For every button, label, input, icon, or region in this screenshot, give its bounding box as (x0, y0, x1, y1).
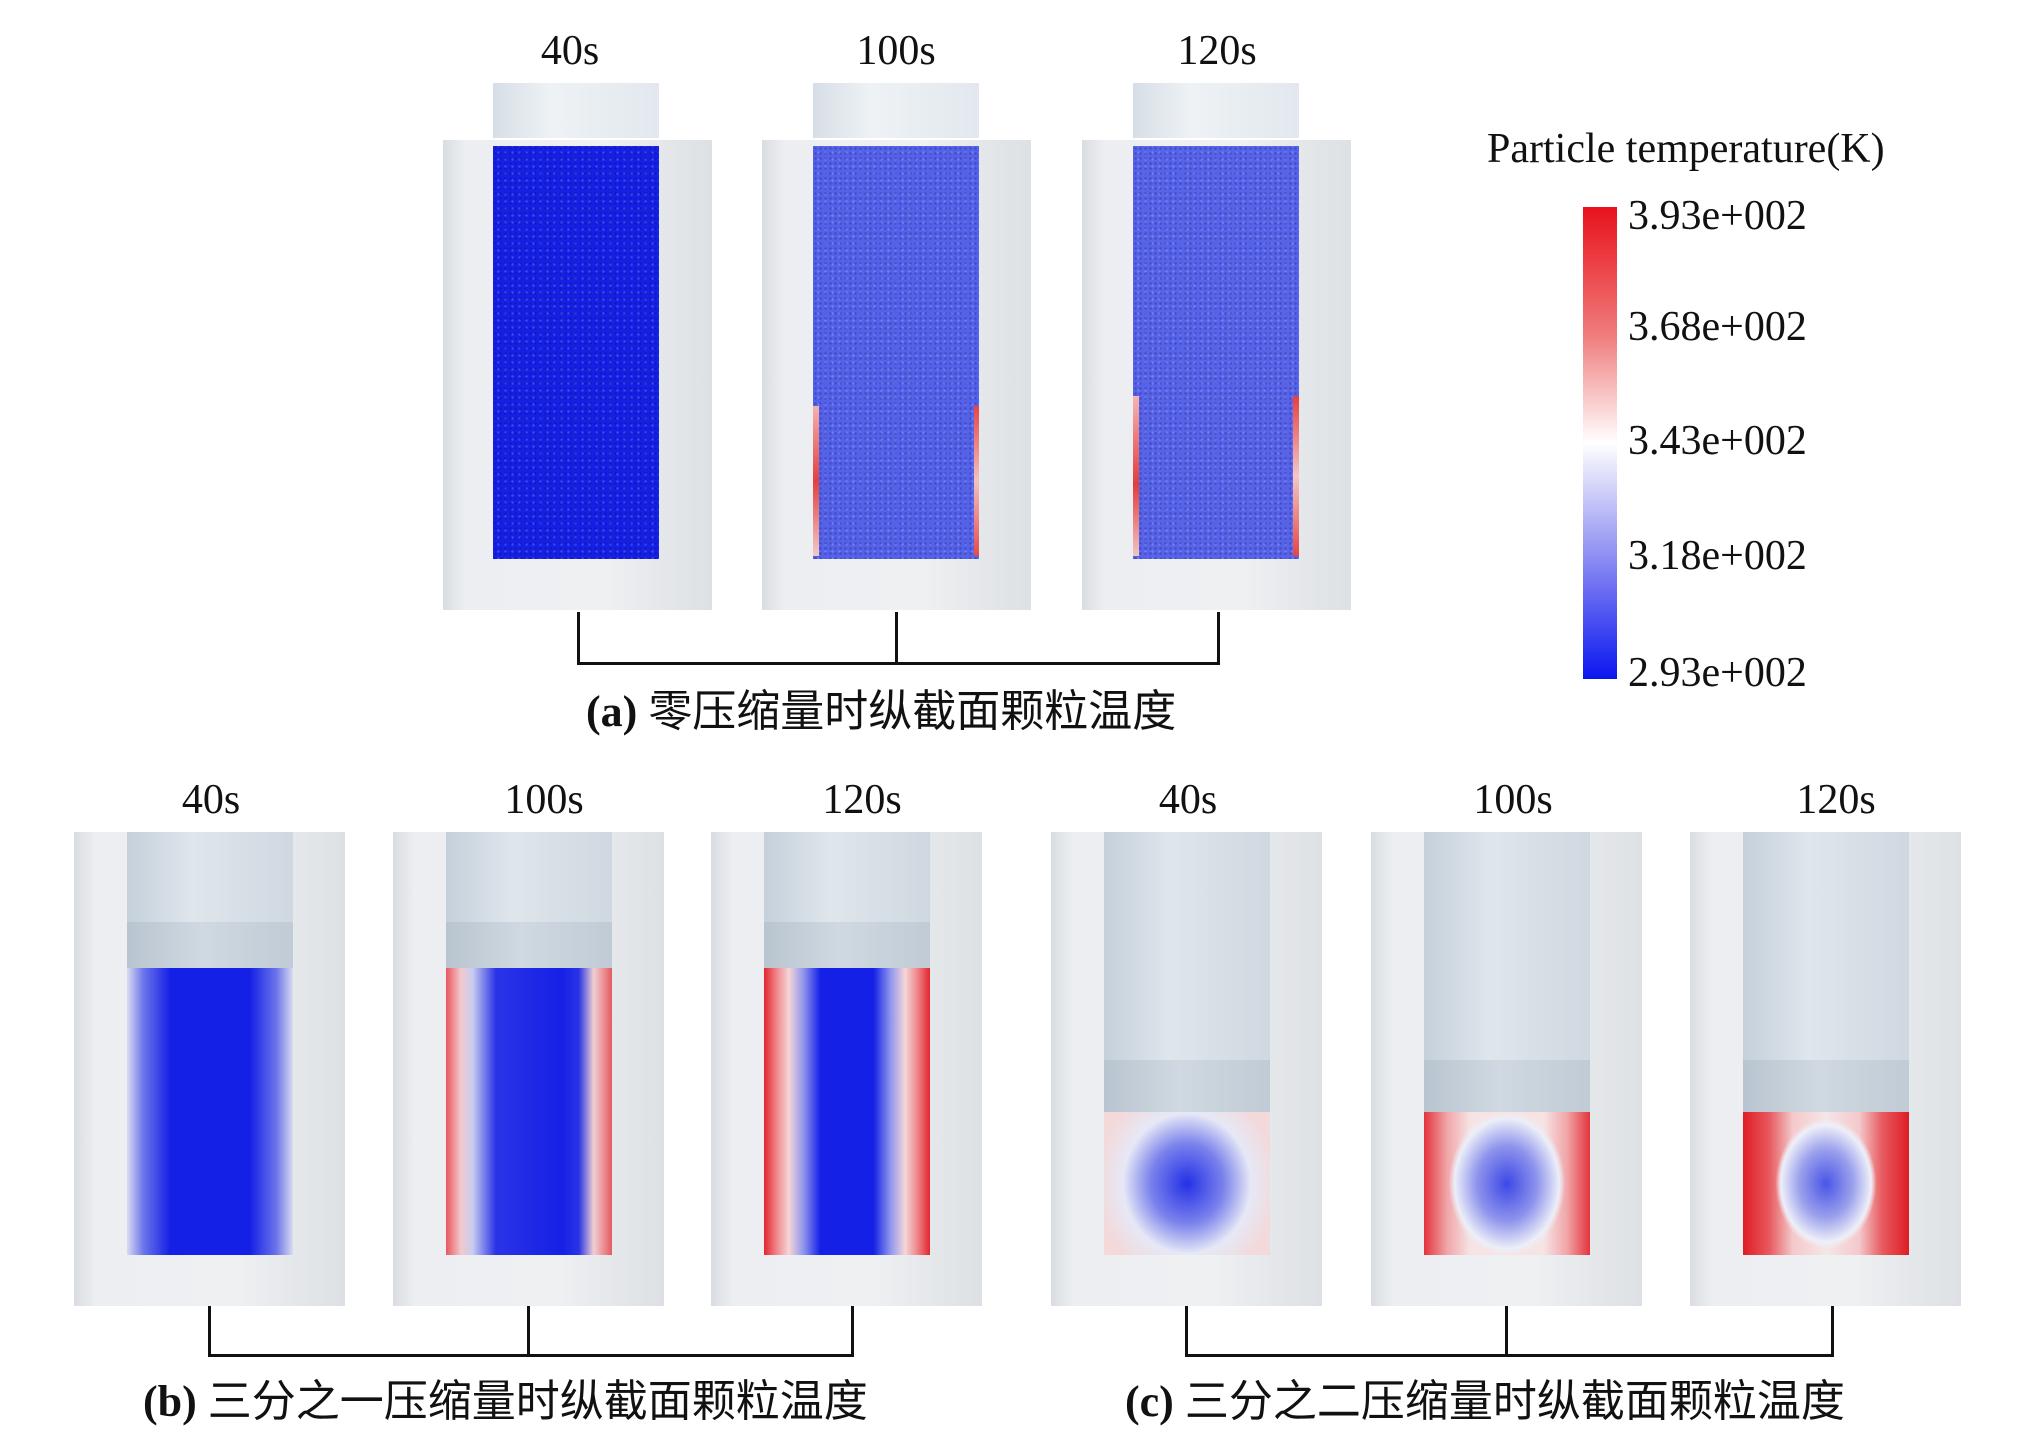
legend-tick-max: 3.93e+002 (1628, 193, 1807, 239)
particles-a-120s (1133, 146, 1299, 559)
particles-b-100s (446, 968, 612, 1255)
piston-head-c-120s (1743, 1060, 1909, 1112)
bracket-a-center (895, 612, 898, 662)
caption-a-letter: (a) (586, 687, 638, 736)
caption-b: (b) 三分之一压缩量时纵截面颗粒温度 (143, 1380, 868, 1424)
cylinder-b-40s (74, 832, 345, 1306)
cylinder-a-120s (1082, 140, 1351, 610)
time-label-a-40s: 40s (540, 28, 600, 74)
cylinder-c-40s (1051, 832, 1322, 1306)
wall-hotspot-right (1293, 396, 1299, 556)
piston-c-100s (1424, 832, 1590, 1060)
bracket-b (208, 1306, 854, 1357)
piston-head-b-40s (127, 922, 293, 970)
bracket-a (577, 612, 1220, 665)
cylinder-top-a-100s (813, 83, 979, 138)
piston-b-40s (127, 832, 293, 922)
wall-hotspot-right (974, 406, 979, 556)
particles-a-100s (813, 146, 979, 559)
cylinder-b-100s (393, 832, 664, 1306)
caption-a: (a) 零压缩量时纵截面颗粒温度 (586, 690, 1176, 734)
particles-c-100s (1424, 1112, 1590, 1255)
time-label-c-100s: 100s (1473, 777, 1553, 823)
time-label-c-40s: 40s (1158, 777, 1218, 823)
piston-head-b-100s (446, 922, 612, 970)
legend-title: Particle temperature(K) (1487, 126, 1885, 172)
cylinder-c-100s (1371, 832, 1642, 1306)
caption-b-text: 三分之一压缩量时纵截面颗粒温度 (207, 1377, 868, 1426)
cylinder-c-120s (1690, 832, 1961, 1306)
particles-a-40s (493, 146, 659, 559)
piston-head-c-100s (1424, 1060, 1590, 1112)
time-label-a-120s: 120s (1177, 28, 1257, 74)
legend-tick-2: 3.68e+002 (1628, 304, 1807, 350)
time-label-c-120s: 120s (1796, 777, 1876, 823)
cylinder-top-a-120s (1133, 83, 1299, 138)
wall-hotspot-left (1133, 396, 1139, 556)
legend-tick-min: 2.93e+002 (1628, 650, 1807, 696)
bracket-c (1185, 1306, 1834, 1357)
piston-b-100s (446, 832, 612, 922)
piston-head-b-120s (764, 922, 930, 970)
legend-tick-mid: 3.43e+002 (1628, 418, 1807, 464)
bracket-b-center (527, 1306, 530, 1354)
piston-c-40s (1104, 832, 1270, 1060)
cylinder-a-40s (443, 140, 712, 610)
caption-c-letter: (c) (1125, 1377, 1174, 1426)
bracket-c-center (1505, 1306, 1508, 1354)
piston-c-120s (1743, 832, 1909, 1060)
caption-a-text: 零压缩量时纵截面颗粒温度 (648, 687, 1177, 736)
time-label-b-40s: 40s (181, 777, 241, 823)
particles-b-40s (127, 968, 293, 1255)
cylinder-a-100s (762, 140, 1031, 610)
time-label-a-100s: 100s (856, 28, 936, 74)
colorbar (1583, 207, 1617, 679)
particles-b-120s (764, 968, 930, 1255)
cylinder-b-120s (711, 832, 982, 1306)
piston-head-c-40s (1104, 1060, 1270, 1112)
particles-c-40s (1104, 1112, 1270, 1255)
caption-b-letter: (b) (143, 1377, 197, 1426)
time-label-b-120s: 120s (822, 777, 902, 823)
legend-tick-4: 3.18e+002 (1628, 533, 1807, 579)
time-label-b-100s: 100s (504, 777, 584, 823)
wall-hotspot-left (813, 406, 819, 556)
cylinder-top-a-40s (493, 83, 659, 138)
caption-c: (c) 三分之二压缩量时纵截面颗粒温度 (1125, 1380, 1845, 1424)
piston-b-120s (764, 832, 930, 922)
particles-c-120s (1743, 1112, 1909, 1255)
caption-c-text: 三分之二压缩量时纵截面颗粒温度 (1184, 1377, 1845, 1426)
